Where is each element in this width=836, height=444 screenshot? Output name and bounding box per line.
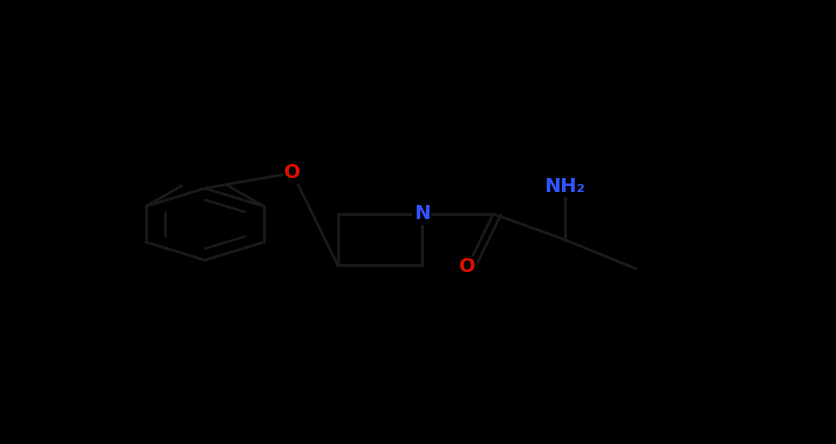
Text: NH₂: NH₂ — [544, 177, 585, 196]
Text: O: O — [459, 258, 476, 277]
Text: O: O — [284, 163, 301, 182]
Text: N: N — [414, 205, 430, 223]
